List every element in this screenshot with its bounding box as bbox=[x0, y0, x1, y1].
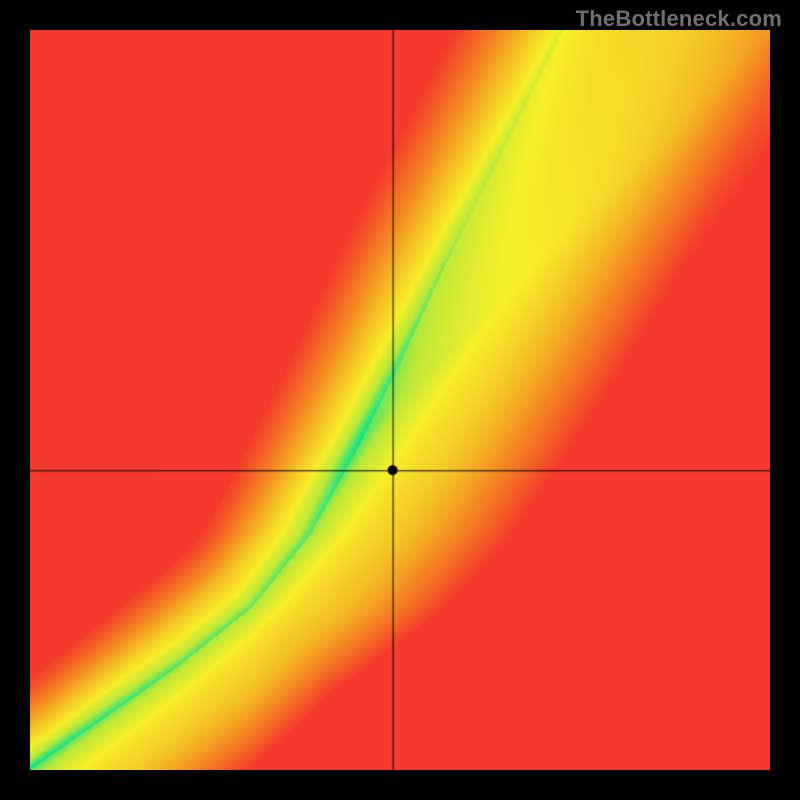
chart-container: TheBottleneck.com bbox=[0, 0, 800, 800]
heatmap-canvas bbox=[30, 30, 770, 770]
heatmap-plot bbox=[30, 30, 770, 770]
watermark-text: TheBottleneck.com bbox=[576, 6, 782, 32]
